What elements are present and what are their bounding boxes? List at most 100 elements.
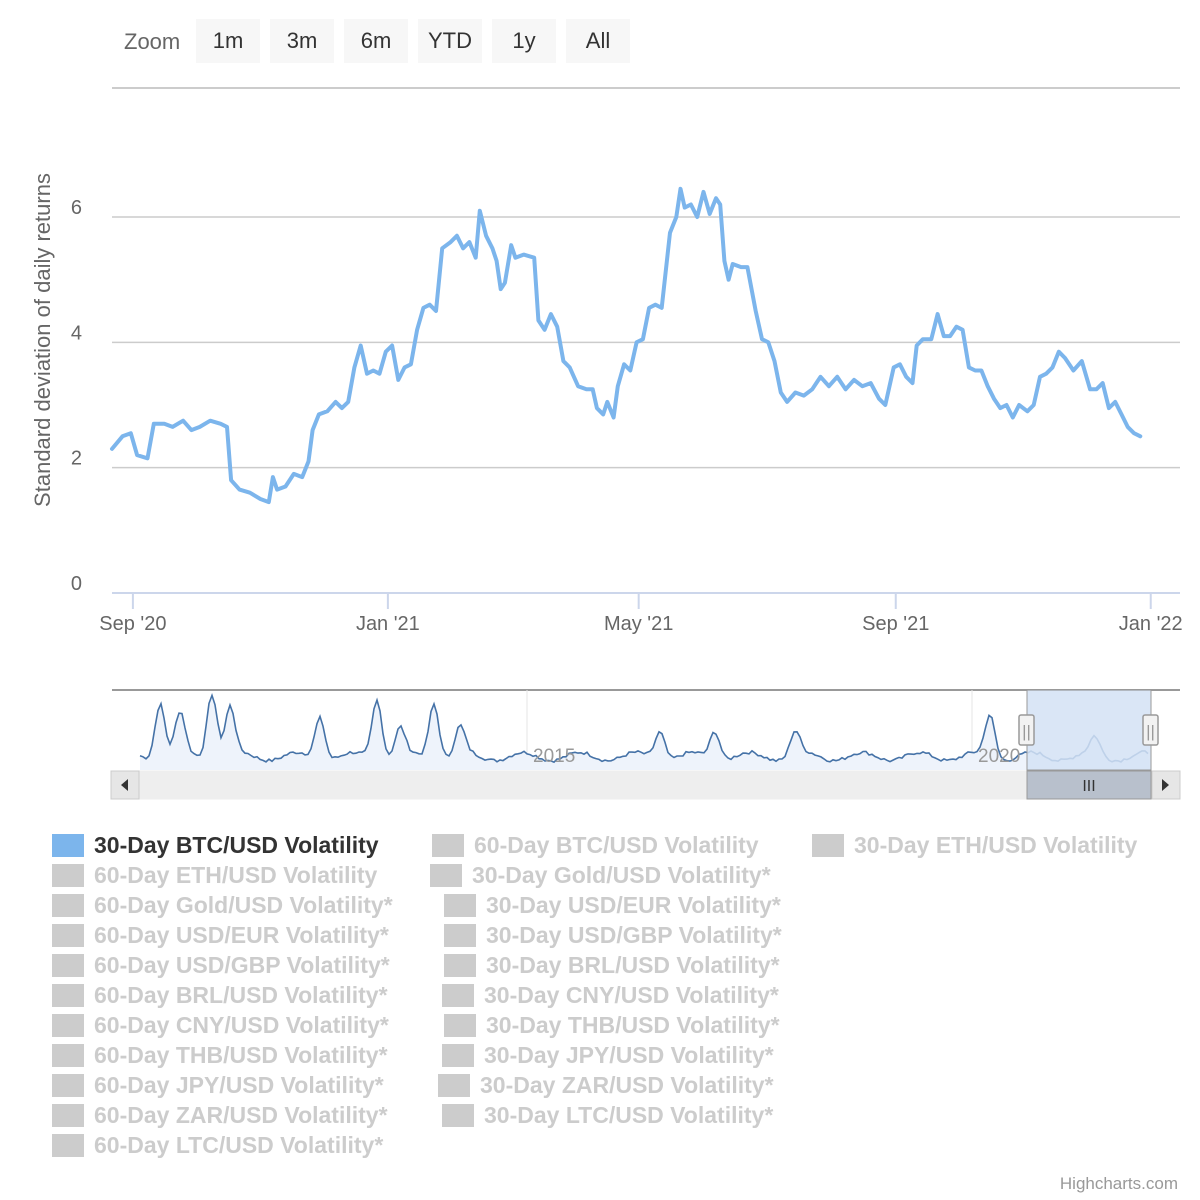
navigator-label-2015: 2015 [533,746,575,767]
legend-item[interactable]: 60-Day Gold/USD Volatility* [52,890,393,920]
scrollbar-track[interactable] [111,770,1181,800]
legend-swatch-icon [52,1133,84,1157]
legend-label: 60-Day CNY/USD Volatility* [94,1011,389,1038]
svg-text:||: || [1022,722,1031,741]
legend-item[interactable]: 60-Day BTC/USD Volatility [432,830,759,860]
legend-item[interactable]: 60-Day USD/GBP Volatility* [52,950,390,980]
legend-item[interactable]: 60-Day ZAR/USD Volatility* [52,1100,388,1130]
legend-item[interactable]: 30-Day USD/EUR Volatility* [444,890,781,920]
credits-link[interactable]: Highcharts.com [1059,1174,1178,1193]
legend-swatch-icon [52,863,84,887]
legend-label: 60-Day THB/USD Volatility* [94,1041,388,1068]
legend-swatch-icon [812,833,844,857]
stock-chart: Zoom 1m 3m 6m YTD 1y All 0 2 4 6 Standard deviat… [30,19,1183,800]
legend-item[interactable]: 30-Day JPY/USD Volatility* [442,1040,774,1070]
legend-swatch-icon [442,1043,474,1067]
zoom-button-1y[interactable]: 1y [492,19,556,63]
legend-label: 30-Day LTC/USD Volatility* [484,1101,774,1128]
y-tick-label: 0 [71,573,82,595]
legend-swatch-icon [444,953,476,977]
scrollbar[interactable]: III [110,770,1181,800]
x-tick-label: Jan '22 [1119,613,1183,635]
y-tick-label: 4 [71,322,82,344]
legend-label: 30-Day BRL/USD Volatility* [486,951,780,978]
y-axis-title: Standard deviation of daily returns [30,173,55,507]
legend-swatch-icon [444,893,476,917]
legend-swatch-icon [432,833,464,857]
legend-swatch-icon [442,1103,474,1127]
navigator[interactable]: 2015 2020 || || [112,689,1180,771]
legend-item[interactable]: 30-Day BTC/USD Volatility [52,830,379,860]
navigator-handle-left[interactable]: || [1018,714,1035,746]
legend-swatch-icon [52,1043,84,1067]
zoom-button-label: YTD [428,28,472,53]
legend-label: 60-Day ZAR/USD Volatility* [94,1101,388,1128]
legend-label: 30-Day BTC/USD Volatility [94,831,379,858]
arrow-right-icon [1162,779,1169,791]
scrollbar-right-button[interactable] [1151,770,1181,800]
legend-swatch-icon [442,983,474,1007]
range-selector: Zoom 1m 3m 6m YTD 1y All [124,19,630,63]
legend-swatch-icon [52,1103,84,1127]
legend-label: 60-Day LTC/USD Volatility* [94,1131,384,1158]
navigator-label-2020: 2020 [978,746,1020,767]
y-tick-label: 6 [71,197,82,219]
legend-label: 30-Day ZAR/USD Volatility* [480,1071,774,1098]
legend-item[interactable]: 30-Day ETH/USD Volatility [812,830,1137,860]
legend-label: 30-Day Gold/USD Volatility* [472,861,771,888]
legend-label: 60-Day ETH/USD Volatility [94,861,378,888]
legend-swatch-icon [52,893,84,917]
navigator-handle-right[interactable]: || [1142,714,1159,746]
zoom-button-6m[interactable]: 6m [344,19,408,63]
legend-item[interactable]: 30-Day THB/USD Volatility* [444,1010,780,1040]
legend-label: 60-Day BTC/USD Volatility [474,831,759,858]
legend-item[interactable]: 30-Day ZAR/USD Volatility* [438,1070,774,1100]
zoom-button-all[interactable]: All [566,19,630,63]
zoom-button-ytd[interactable]: YTD [418,19,482,63]
legend-swatch-icon [430,863,462,887]
y-tick-label: 2 [71,448,82,470]
y-axis-labels: 0 2 4 6 [71,197,82,595]
navigator-selected-range[interactable] [1026,689,1152,771]
legend-item[interactable]: 30-Day BRL/USD Volatility* [444,950,780,980]
scrollbar-left-button[interactable] [110,770,140,800]
legend-item[interactable]: 60-Day CNY/USD Volatility* [52,1010,389,1040]
zoom-button-1m[interactable]: 1m [196,19,260,63]
legend-item[interactable]: 60-Day JPY/USD Volatility* [52,1070,384,1100]
legend-item[interactable]: 30-Day LTC/USD Volatility* [442,1100,773,1130]
svg-text:III: III [1082,778,1095,795]
zoom-buttons: 1m 3m 6m YTD 1y All [196,19,630,63]
zoom-button-label: 6m [361,28,392,53]
legend-label: 60-Day Gold/USD Volatility* [94,891,393,918]
legend-swatch-icon [438,1073,470,1097]
legend-item[interactable]: 30-Day CNY/USD Volatility* [442,980,779,1010]
zoom-button-label: All [586,28,610,53]
x-tick-label: May '21 [604,613,673,635]
legend-label: 30-Day USD/EUR Volatility* [486,891,781,918]
legend-swatch-icon [52,923,84,947]
scrollbar-thumb[interactable]: III [1026,770,1152,800]
x-axis-ticks: Sep '20 Jan '21 May '21 Sep '21 Jan '22 [99,593,1183,635]
legend-swatch-icon [52,1013,84,1037]
navigator-series-line [139,692,1149,764]
legend-item[interactable]: 60-Day ETH/USD Volatility [52,860,377,890]
legend-item[interactable]: 60-Day BRL/USD Volatility* [52,980,388,1010]
legend-item[interactable]: 60-Day LTC/USD Volatility* [52,1130,383,1160]
x-tick-label: Sep '21 [862,613,929,635]
legend-label: 30-Day ETH/USD Volatility [854,831,1138,858]
legend-item[interactable]: 60-Day THB/USD Volatility* [52,1040,388,1070]
legend-item[interactable]: 60-Day USD/EUR Volatility* [52,920,389,950]
legend-label: 60-Day USD/EUR Volatility* [94,921,389,948]
legend-item[interactable]: 30-Day Gold/USD Volatility* [430,860,771,890]
legend-label: 30-Day JPY/USD Volatility* [484,1041,774,1068]
legend-item[interactable]: 30-Day USD/GBP Volatility* [444,920,782,950]
legend-swatch-icon [444,1013,476,1037]
zoom-button-3m[interactable]: 3m [270,19,334,63]
legend-label: 30-Day USD/GBP Volatility* [486,921,782,948]
grid-lines [112,216,1180,469]
legend-swatch-icon [52,983,84,1007]
x-tick-label: Sep '20 [99,613,166,635]
svg-text:||: || [1146,722,1155,741]
legend-label: 30-Day THB/USD Volatility* [486,1011,780,1038]
zoom-button-label: 3m [287,28,318,53]
